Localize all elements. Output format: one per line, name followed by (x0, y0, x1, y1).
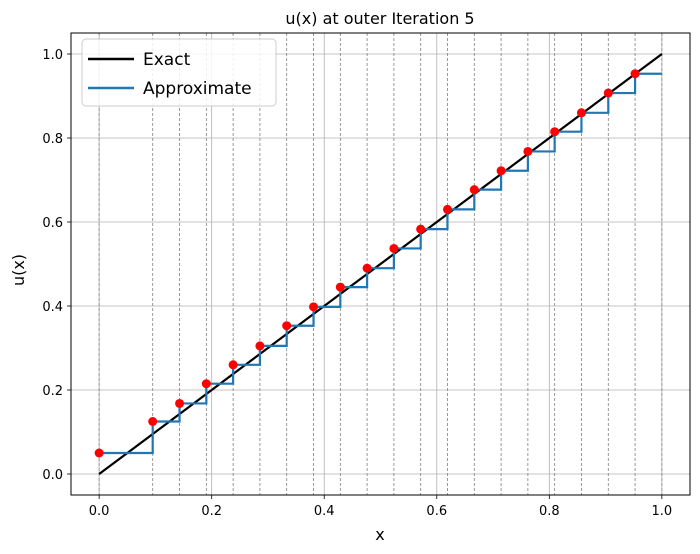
data-point-8 (335, 282, 345, 292)
x-tick-label-1: 0.2 (201, 504, 222, 519)
y-tick-label-4: 0.8 (42, 132, 63, 147)
y-tick-label-3: 0.6 (42, 216, 63, 231)
exact-line (98, 53, 663, 475)
x-tick-label-2: 0.4 (314, 504, 335, 519)
y-tick-label-2: 0.4 (42, 300, 63, 315)
y-tick-label-0: 0.0 (42, 468, 63, 483)
data-point-11 (416, 224, 426, 234)
data-point-15 (523, 146, 533, 156)
legend-approximate-label: Approximate (143, 79, 252, 99)
chart-title: u(x) at outer Iteration 5 (285, 9, 474, 28)
legend-exact-label: Exact (143, 50, 191, 70)
data-point-5 (255, 341, 265, 351)
x-tick-label-4: 0.8 (539, 504, 560, 519)
data-point-4 (228, 360, 238, 370)
data-point-3 (201, 379, 211, 389)
x-tick-label-0: 0.0 (89, 504, 110, 519)
ticks: 0.0 0.2 0.4 0.6 0.8 1.0 0.0 0.2 0.4 0.6 0.8 1.0 (42, 48, 672, 519)
approximate-step-line (99, 72, 662, 455)
data-point-6 (282, 321, 292, 331)
data-point-10 (389, 243, 399, 253)
plot-frame (70, 32, 691, 496)
data-point-1 (148, 417, 158, 426)
data-point-19 (630, 69, 640, 79)
data-point-18 (603, 88, 613, 98)
x-axis-label: x (375, 525, 384, 544)
data-point-13 (469, 185, 479, 195)
y-tick-label-5: 1.0 (42, 48, 63, 63)
y-tick-label-1: 0.2 (42, 384, 63, 399)
data-point-12 (442, 204, 452, 214)
data-point-0 (94, 448, 104, 458)
data-point-2 (175, 398, 185, 408)
data-point-7 (309, 302, 319, 312)
data-point-9 (362, 263, 372, 273)
x-tick-label-3: 0.6 (426, 504, 447, 519)
data-point-17 (576, 108, 586, 118)
x-tick-label-5: 1.0 (652, 504, 673, 519)
y-axis-label: u(x) (9, 254, 28, 286)
data-point-14 (496, 166, 506, 176)
series-layer (98, 53, 663, 475)
legend-box (81, 38, 277, 107)
points-layer (94, 69, 640, 458)
legend: Exact Approximate (81, 38, 277, 107)
data-point-16 (550, 127, 560, 137)
